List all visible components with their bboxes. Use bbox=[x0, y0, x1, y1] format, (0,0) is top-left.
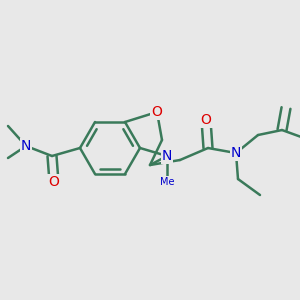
Text: Me: Me bbox=[160, 177, 174, 187]
Text: N: N bbox=[231, 146, 241, 160]
Text: N: N bbox=[162, 149, 172, 163]
Text: O: O bbox=[49, 175, 59, 189]
Text: O: O bbox=[201, 113, 212, 127]
Text: N: N bbox=[21, 139, 31, 153]
Text: O: O bbox=[152, 105, 162, 119]
